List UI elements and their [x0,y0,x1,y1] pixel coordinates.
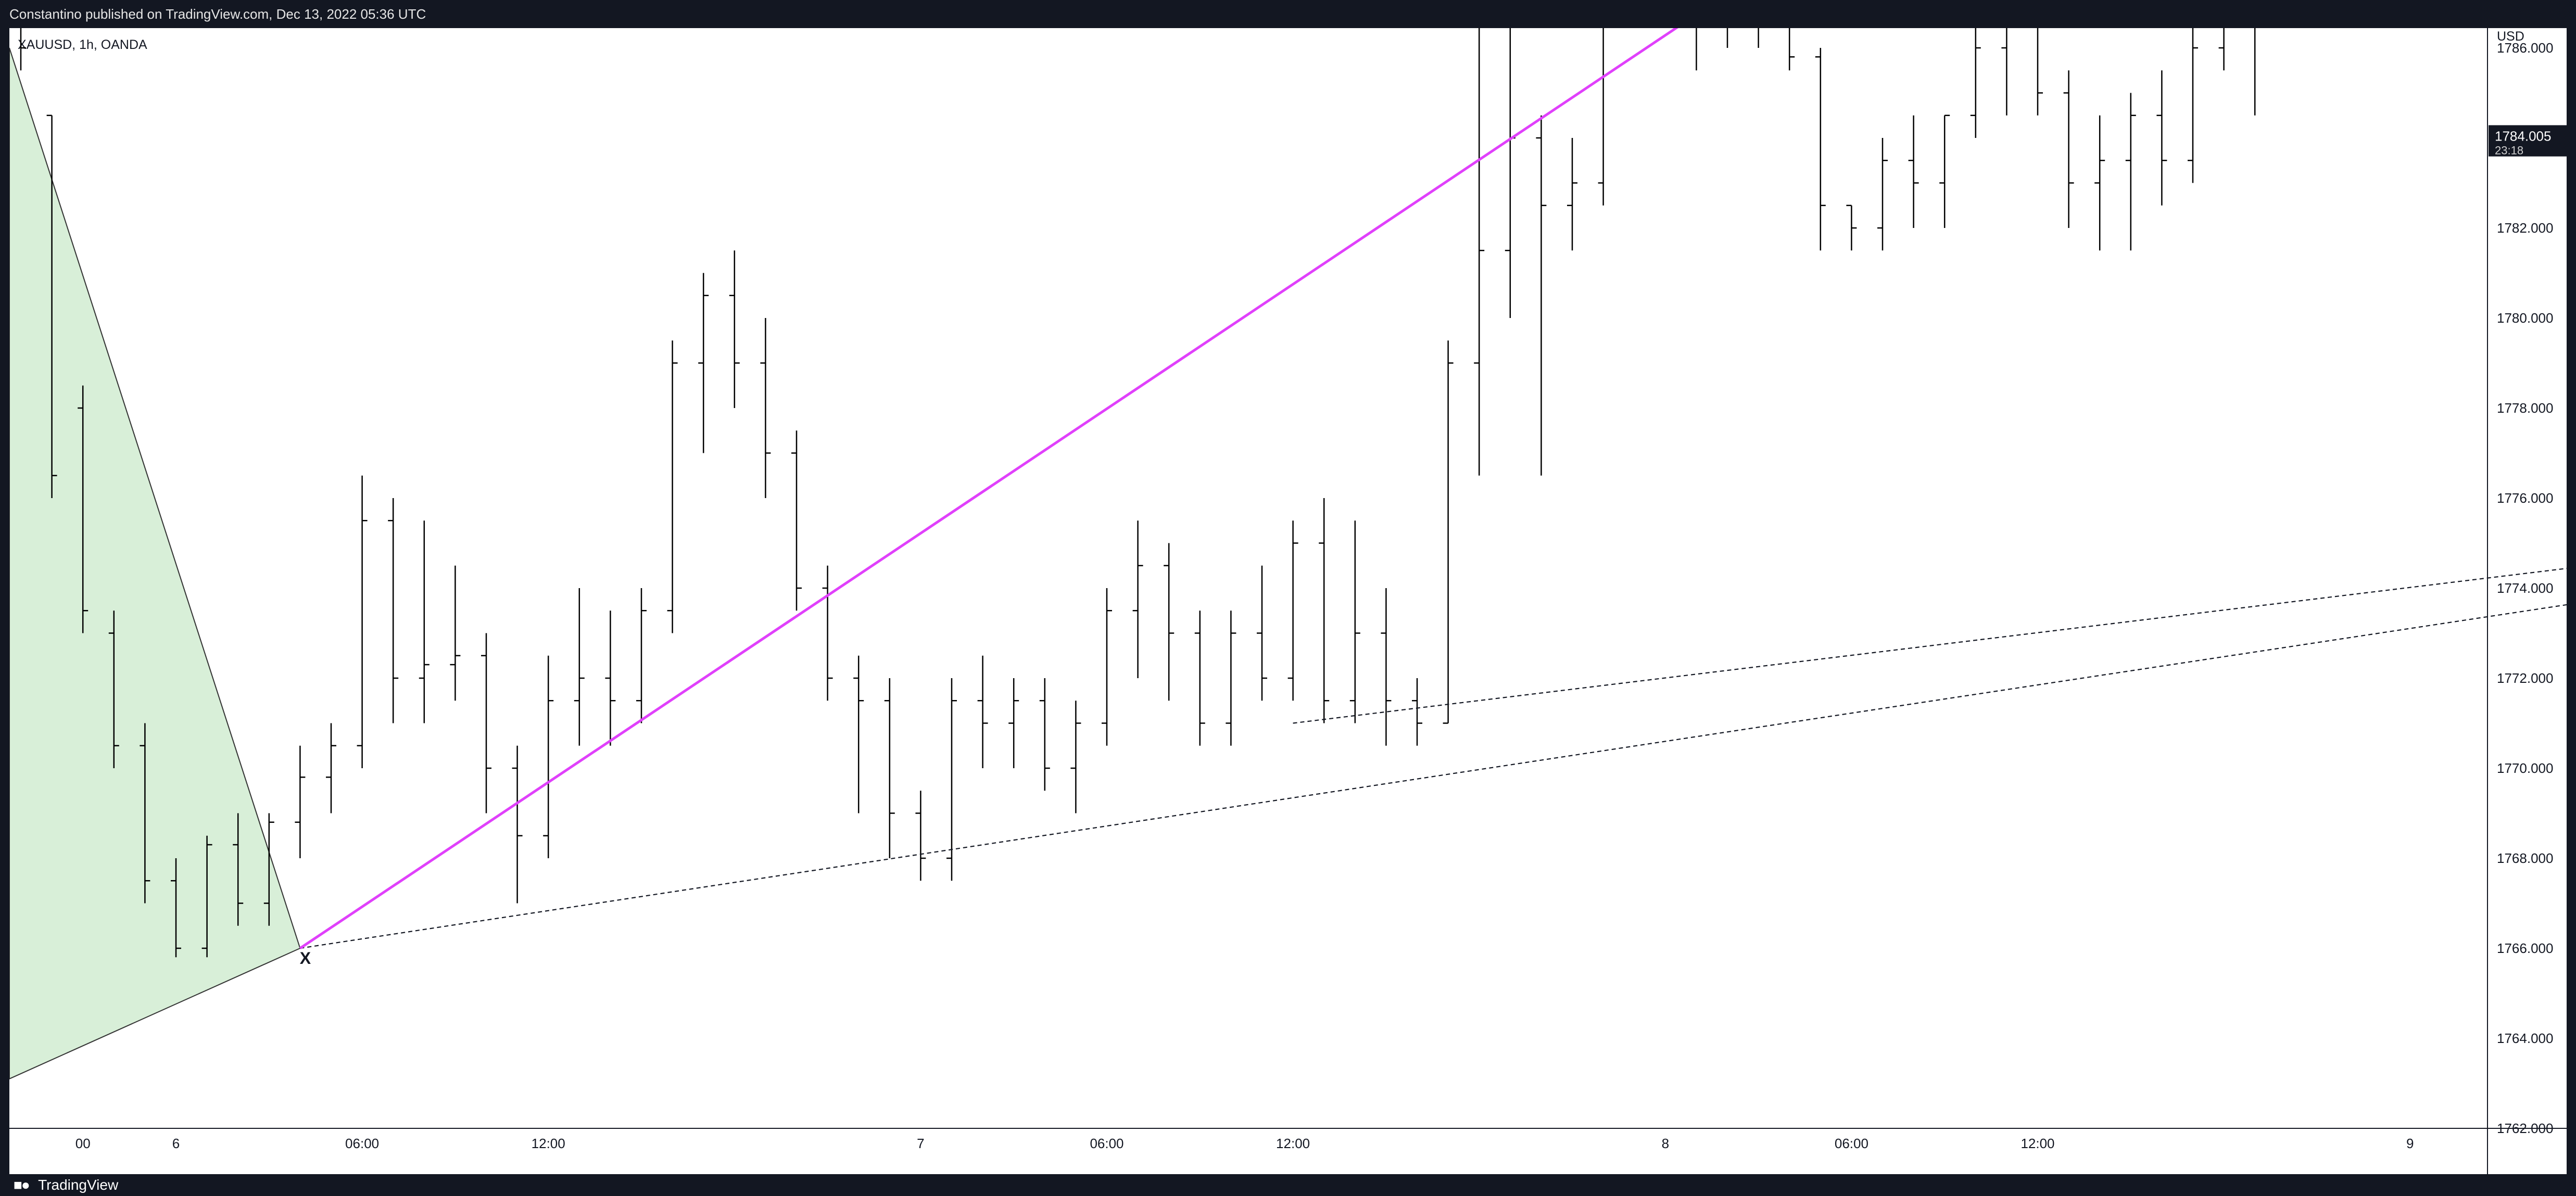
x-tick-label: 7 [917,1136,924,1151]
ratio-line-707 [1293,568,2567,724]
y-tick-label: 1772.000 [2497,670,2553,686]
y-tick-label: 1782.000 [2497,220,2553,236]
y-tick-label: 1780.000 [2497,310,2553,326]
last-price-countdown: 23:18 [2495,144,2523,157]
pattern-leg-XA [299,28,1678,950]
publish-info: Constantino published on TradingView.com… [9,6,426,22]
price-chart[interactable]: XAUUSD, 1h, OANDAUSDXABCD507077861618TP1… [9,28,2567,1174]
y-tick-label: 1778.000 [2497,400,2553,416]
last-price-tag [2489,125,2567,157]
y-tick-label: 1762.000 [2497,1121,2553,1136]
x-tick-label: 8 [1662,1136,1669,1151]
x-tick-label: 9 [2406,1136,2414,1151]
y-tick-label: 1786.000 [2497,40,2553,56]
symbol-label: XAUUSD, 1h, OANDA [18,37,147,52]
y-tick-label: 1774.000 [2497,580,2553,596]
y-tick-label: 1766.000 [2497,940,2553,956]
x-tick-label: 12:00 [1276,1136,1310,1151]
x-tick-label: 12:00 [2021,1136,2054,1151]
x-tick-label: 6 [172,1136,180,1151]
y-tick-label: 1764.000 [2497,1030,2553,1046]
x-tick-label: 06:00 [1835,1136,1868,1151]
pattern-point-X: X [300,949,311,968]
x-tick-label: 00 [75,1136,91,1151]
chart-frame: XAUUSD, 1h, OANDAUSDXABCD507077861618TP1… [9,28,2567,1174]
y-tick-label: 1768.000 [2497,850,2553,866]
footer-bar: ■● TradingView [0,1174,2576,1196]
y-tick-label: 1776.000 [2497,490,2553,506]
currency-label: USD [2497,29,2524,44]
footer-brand: TradingView [38,1177,119,1193]
shaded-triangle [9,47,301,1079]
y-tick-label: 1770.000 [2497,760,2553,776]
publish-header: Constantino published on TradingView.com… [0,0,2576,28]
last-price-value: 1784.005 [2495,129,2551,144]
x-tick-label: 06:00 [1090,1136,1123,1151]
tradingview-logo-icon[interactable]: ■● [14,1177,30,1193]
ratio-line-xd [300,604,2567,949]
x-tick-label: 06:00 [345,1136,379,1151]
x-tick-label: 12:00 [532,1136,565,1151]
